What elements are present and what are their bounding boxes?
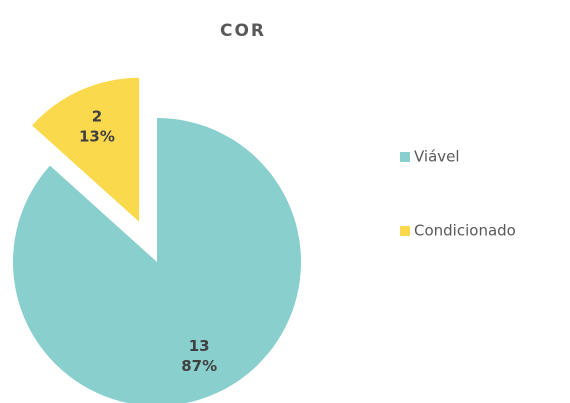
legend-label: Condicionado [414,222,516,240]
percent-label: 13% [79,128,115,146]
pie-slice [13,118,301,403]
legend-label: Viável [414,148,460,166]
percent-label: 87% [181,357,217,375]
legend-swatch [400,226,410,236]
data-label: 13 [189,337,210,355]
legend-swatch [400,152,410,162]
data-label: 2 [92,108,102,126]
chart-title: COR [220,21,266,41]
pie-slice [32,77,140,222]
